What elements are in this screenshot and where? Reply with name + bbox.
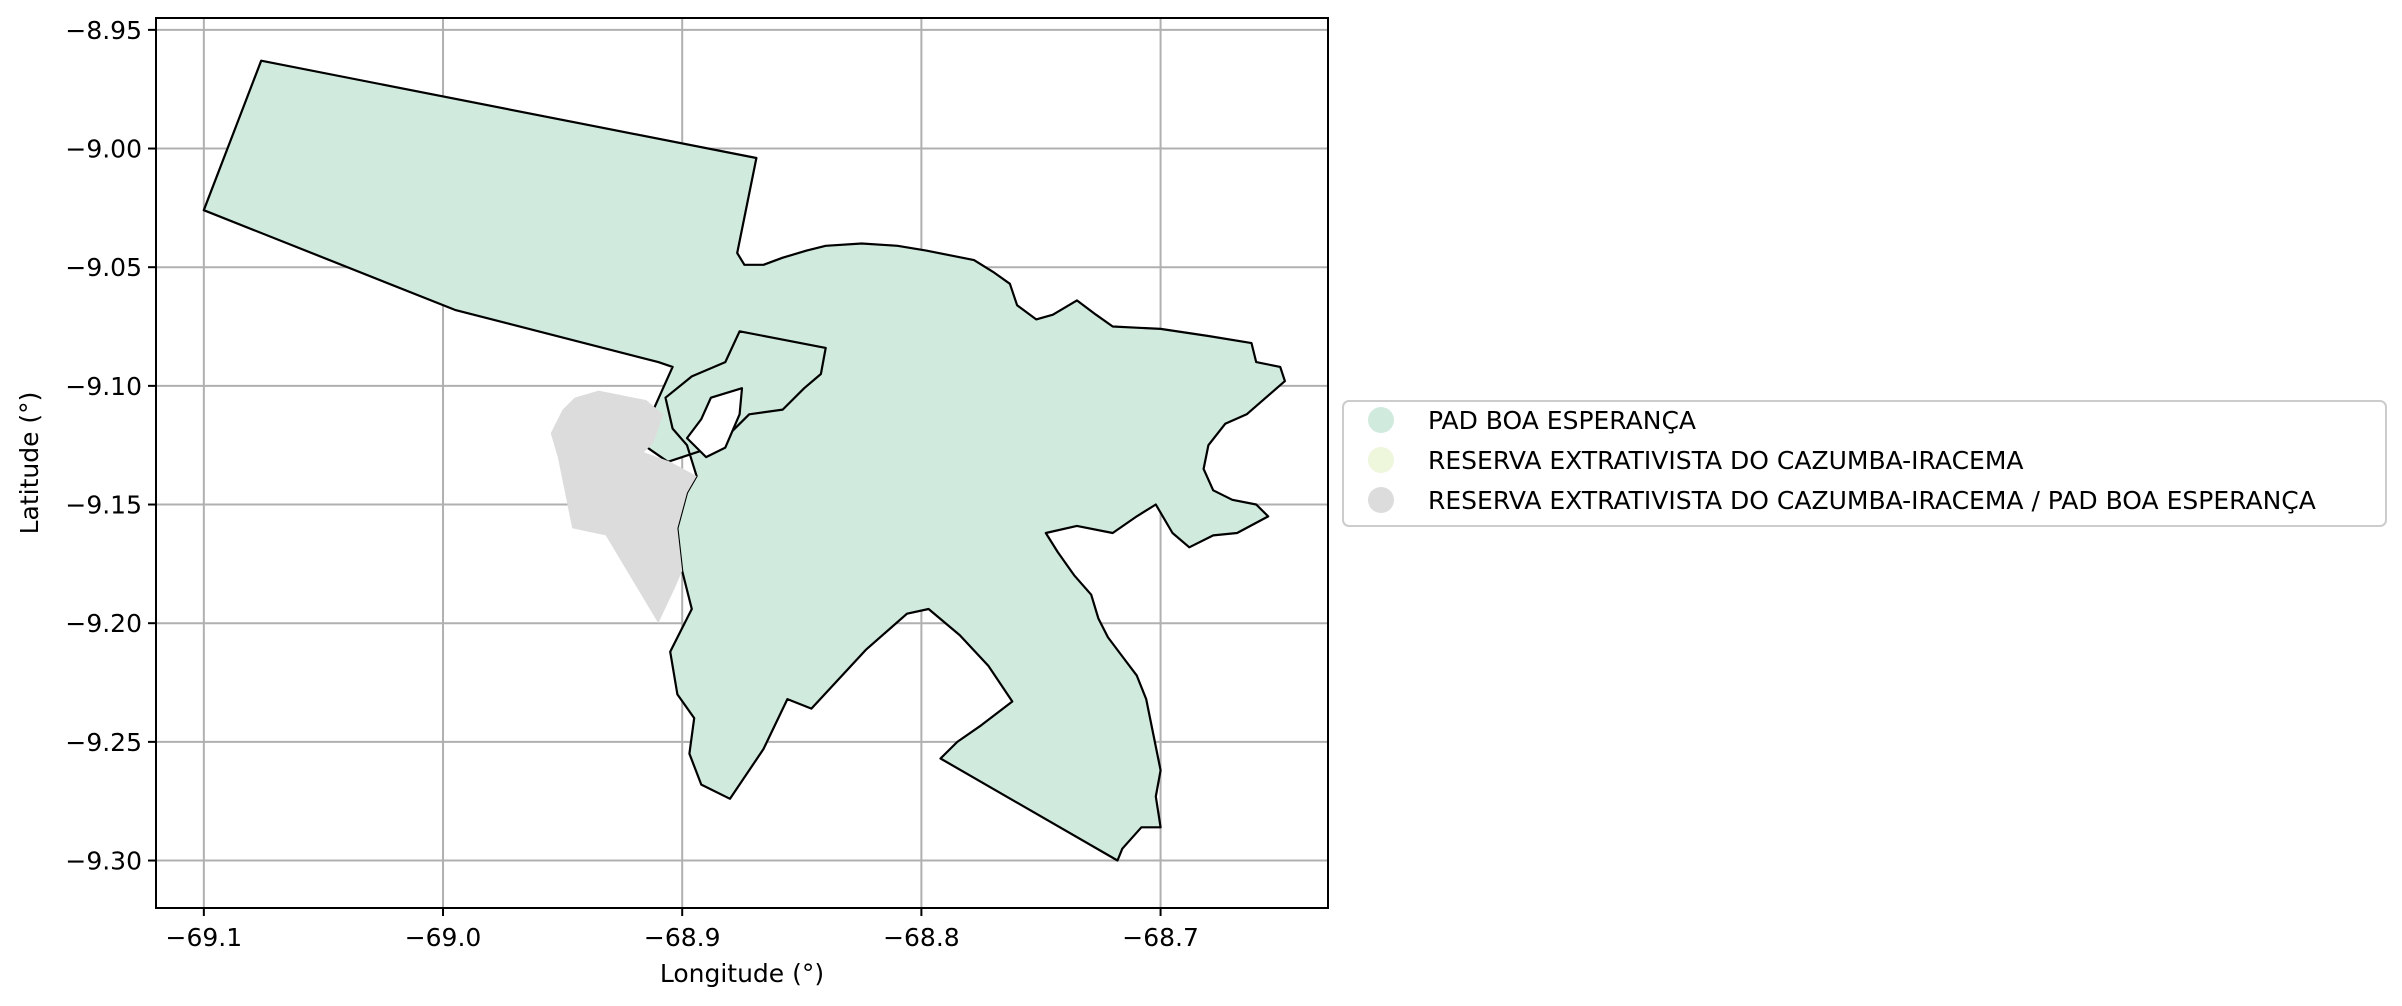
legend-label: RESERVA EXTRATIVISTA DO CAZUMBA-IRACEMA … <box>1428 486 2316 515</box>
legend: PAD BOA ESPERANÇA RESERVA EXTRATIVISTA DO… <box>1342 400 2387 527</box>
legend-marker <box>1368 487 1394 513</box>
y-tick-label: −9.05 <box>65 253 142 282</box>
plot-frame <box>155 17 1329 909</box>
legend-label: RESERVA EXTRATIVISTA DO CAZUMBA-IRACEMA <box>1428 446 2024 475</box>
y-tick-label: −9.20 <box>65 609 142 638</box>
x-axis-label: Longitude (°) <box>660 959 824 988</box>
x-tick-label: −68.7 <box>1122 923 1199 952</box>
x-axis-ticks: −69.1 −69.0 −68.9 −68.8 −68.7 <box>166 908 1199 952</box>
y-tick-label: −9.10 <box>65 372 142 401</box>
legend-items: PAD BOA ESPERANÇA RESERVA EXTRATIVISTA DO… <box>1368 406 2316 515</box>
map-regions <box>202 59 1287 862</box>
y-tick-label: −9.25 <box>65 728 142 757</box>
map-region-0 <box>202 59 1287 862</box>
legend-frame <box>1342 400 2387 527</box>
y-tick-label: −8.95 <box>65 16 142 45</box>
legend-marker <box>1368 407 1394 433</box>
map-hole-0 <box>685 387 744 459</box>
x-tick-label: −69.0 <box>405 923 482 952</box>
legend-marker <box>1368 447 1394 473</box>
y-axis-label: Latitude (°) <box>15 392 44 535</box>
y-tick-label: −9.00 <box>65 135 142 164</box>
map-region-1 <box>550 390 697 624</box>
x-tick-label: −68.9 <box>644 923 721 952</box>
legend-label: PAD BOA ESPERANÇA <box>1428 406 1696 435</box>
y-tick-label: −9.15 <box>65 491 142 520</box>
x-tick-label: −69.1 <box>166 923 243 952</box>
y-tick-label: −9.30 <box>65 847 142 876</box>
y-axis-ticks: −8.95 −9.00 −9.05 −9.10 −9.15 −9.20 −9.25 −9.30 <box>65 16 156 876</box>
x-tick-label: −68.8 <box>883 923 960 952</box>
